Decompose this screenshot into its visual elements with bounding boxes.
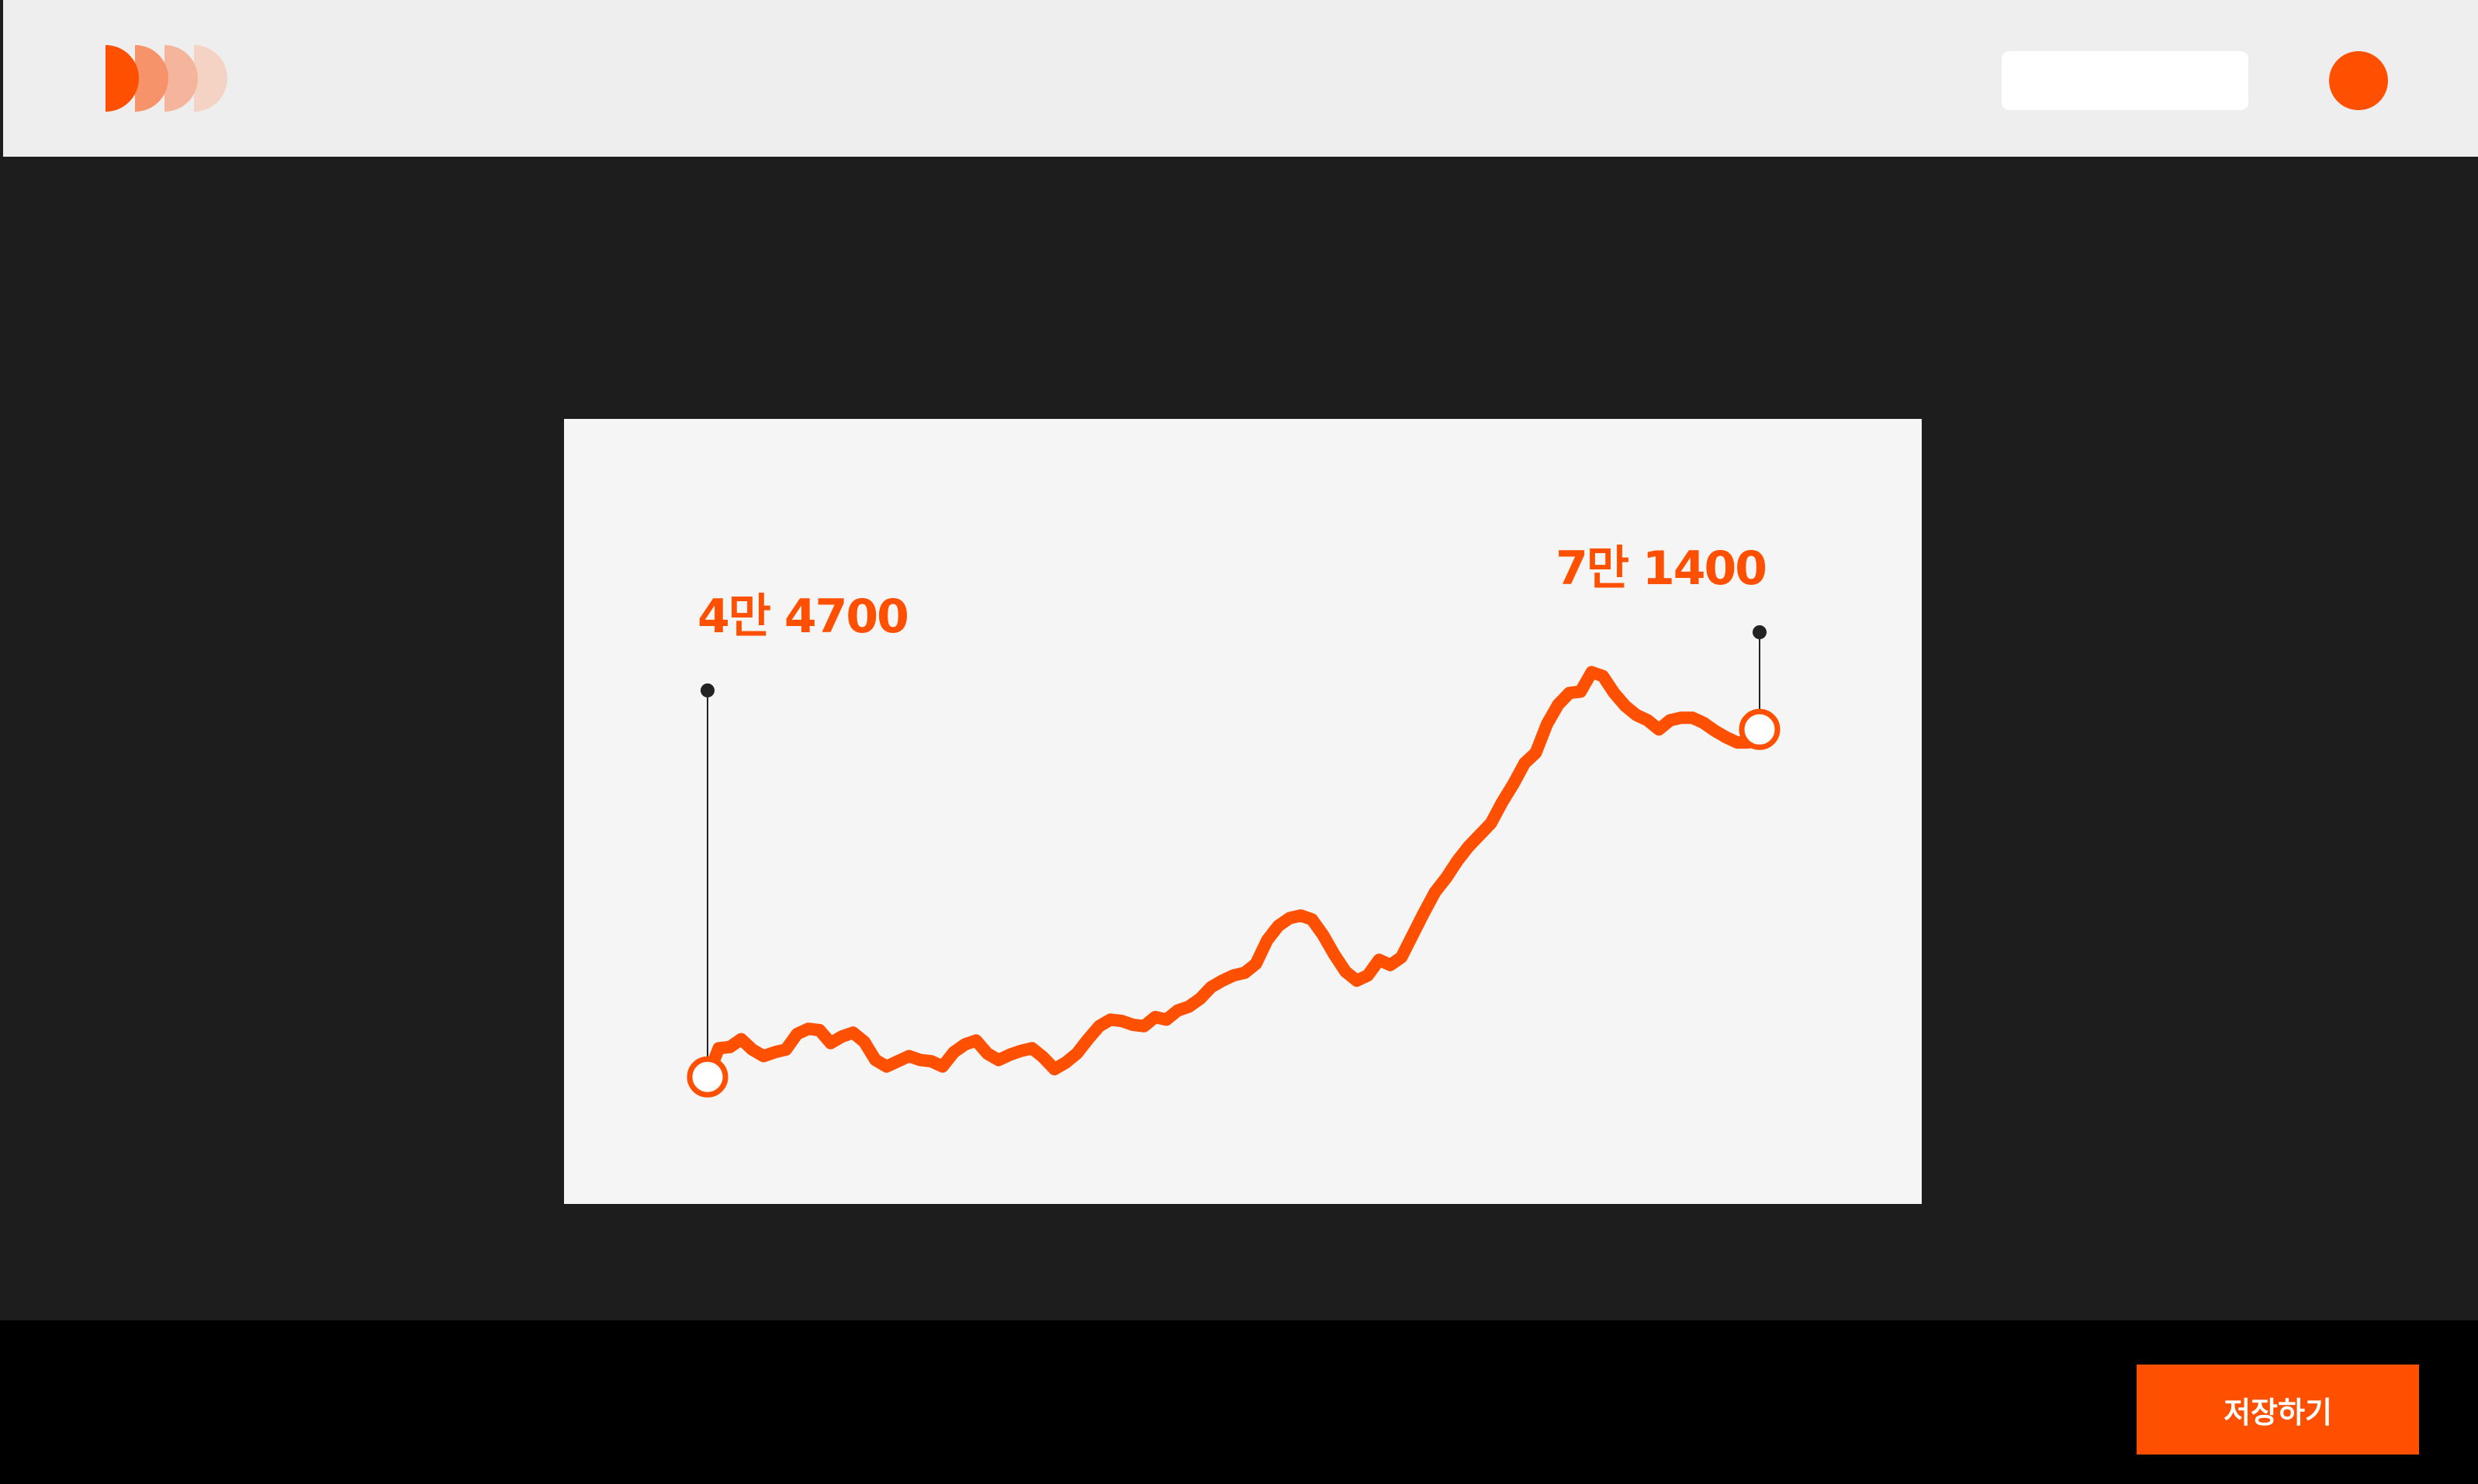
top-bar — [3, 0, 2478, 157]
logo-half-circle-2 — [135, 45, 168, 112]
chart-card: 4만 4700 7만 1400 — [564, 419, 1922, 1204]
search-input[interactable] — [2002, 51, 2248, 110]
start-point-marker[interactable] — [687, 1056, 729, 1098]
price-series-line — [701, 666, 1766, 1084]
app-logo[interactable] — [104, 45, 230, 112]
save-button[interactable]: 저장하기 — [2137, 1365, 2419, 1455]
start-value-label: 4만 4700 — [697, 590, 908, 644]
logo-half-circle-3 — [164, 45, 198, 112]
avatar[interactable] — [2329, 51, 2388, 110]
start-leader-pin — [701, 683, 715, 697]
end-value-label: 7만 1400 — [1556, 541, 1766, 596]
end-leader-pin — [1753, 625, 1767, 639]
logo-half-circle-1 — [106, 45, 139, 112]
bottom-bar — [0, 1320, 2478, 1484]
line-chart: 4만 4700 7만 1400 — [687, 541, 1781, 1098]
end-point-marker[interactable] — [1739, 708, 1781, 750]
logo-half-circle-4 — [194, 45, 227, 112]
